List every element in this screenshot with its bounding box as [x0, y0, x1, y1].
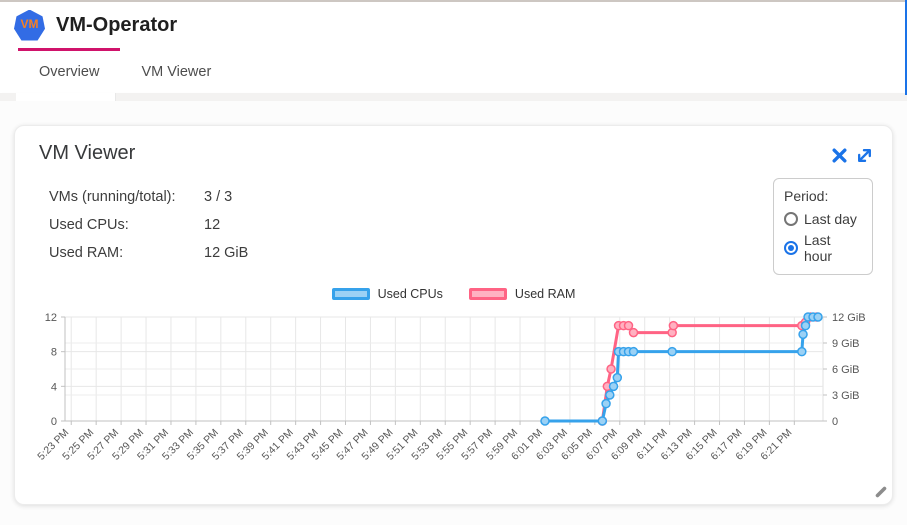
svg-text:12 GiB: 12 GiB [832, 312, 866, 324]
logo-text: VM [20, 17, 39, 31]
period-option-last-hour: Last hour [784, 232, 862, 264]
stat-row-vms: VMs (running/total): 3 / 3 [49, 190, 248, 205]
svg-text:4: 4 [51, 381, 57, 393]
svg-text:6 GiB: 6 GiB [832, 364, 860, 376]
svg-text:0: 0 [51, 416, 57, 428]
stats-table: VMs (running/total): 3 / 3 Used CPUs: 12… [49, 190, 248, 274]
tab-overview-label: Overview [39, 64, 100, 80]
app-title: VM-Operator [56, 13, 178, 36]
svg-text:3 GiB: 3 GiB [832, 390, 860, 402]
legend-label: Used CPUs [377, 287, 443, 301]
card-title: VM Viewer [39, 142, 136, 164]
stat-label: Used RAM: [49, 245, 124, 261]
close-icon[interactable] [831, 147, 848, 164]
tab-vm-viewer[interactable]: VM Viewer [120, 48, 232, 93]
svg-text:9 GiB: 9 GiB [832, 338, 860, 350]
svg-text:12: 12 [45, 312, 57, 324]
stat-value: 12 [204, 217, 221, 233]
radio-last-hour[interactable] [784, 241, 798, 255]
legend-label: Used RAM [514, 287, 576, 301]
tab-overview[interactable]: Overview [18, 48, 121, 93]
stat-row-cpus: Used CPUs: 12 [49, 218, 248, 233]
usage-chart: 5:23 PM5:25 PM5:27 PM5:29 PM5:31 PM5:33 … [35, 312, 866, 463]
app-header: VM VM-Operator [0, 2, 907, 48]
expand-icon[interactable] [856, 147, 873, 164]
stat-value: 3 / 3 [204, 189, 233, 205]
chart-legend: Used CPUs Used RAM [15, 287, 892, 301]
radio-last-day[interactable] [784, 212, 798, 226]
tab-bar: Overview VM Viewer [0, 48, 907, 93]
radio-last-hour-label: Last hour [804, 232, 833, 264]
stat-label: Used CPUs: [49, 217, 129, 233]
window-top-edge [0, 0, 907, 2]
svg-text:0: 0 [832, 416, 838, 428]
stat-value: 12 GiB [204, 245, 249, 261]
period-selector: Period: Last day Last hour [773, 178, 873, 275]
resize-handle-icon[interactable] [874, 485, 888, 499]
ram-legend-swatch [468, 288, 507, 300]
legend-item-used-ram[interactable]: Used RAM [468, 287, 576, 301]
legend-item-used-cpus[interactable]: Used CPUs [331, 287, 443, 301]
window-edge-accent [905, 0, 907, 95]
page-content: VM Viewer VMs (running/total): 3 / 3 Use… [0, 101, 907, 525]
cpu-legend-swatch [331, 288, 370, 300]
vm-viewer-card: VM Viewer VMs (running/total): 3 / 3 Use… [14, 125, 893, 505]
tab-vm-viewer-label: VM Viewer [141, 64, 212, 80]
tab-bar-divider [0, 93, 907, 101]
radio-last-day-label: Last day [804, 211, 857, 227]
stat-label: VMs (running/total): [49, 189, 176, 205]
app-logo-icon: VM [14, 9, 45, 41]
svg-text:8: 8 [51, 347, 57, 359]
stat-row-ram: Used RAM: 12 GiB [49, 246, 248, 261]
period-option-last-day: Last day [784, 211, 862, 227]
period-label: Period: [784, 188, 829, 204]
